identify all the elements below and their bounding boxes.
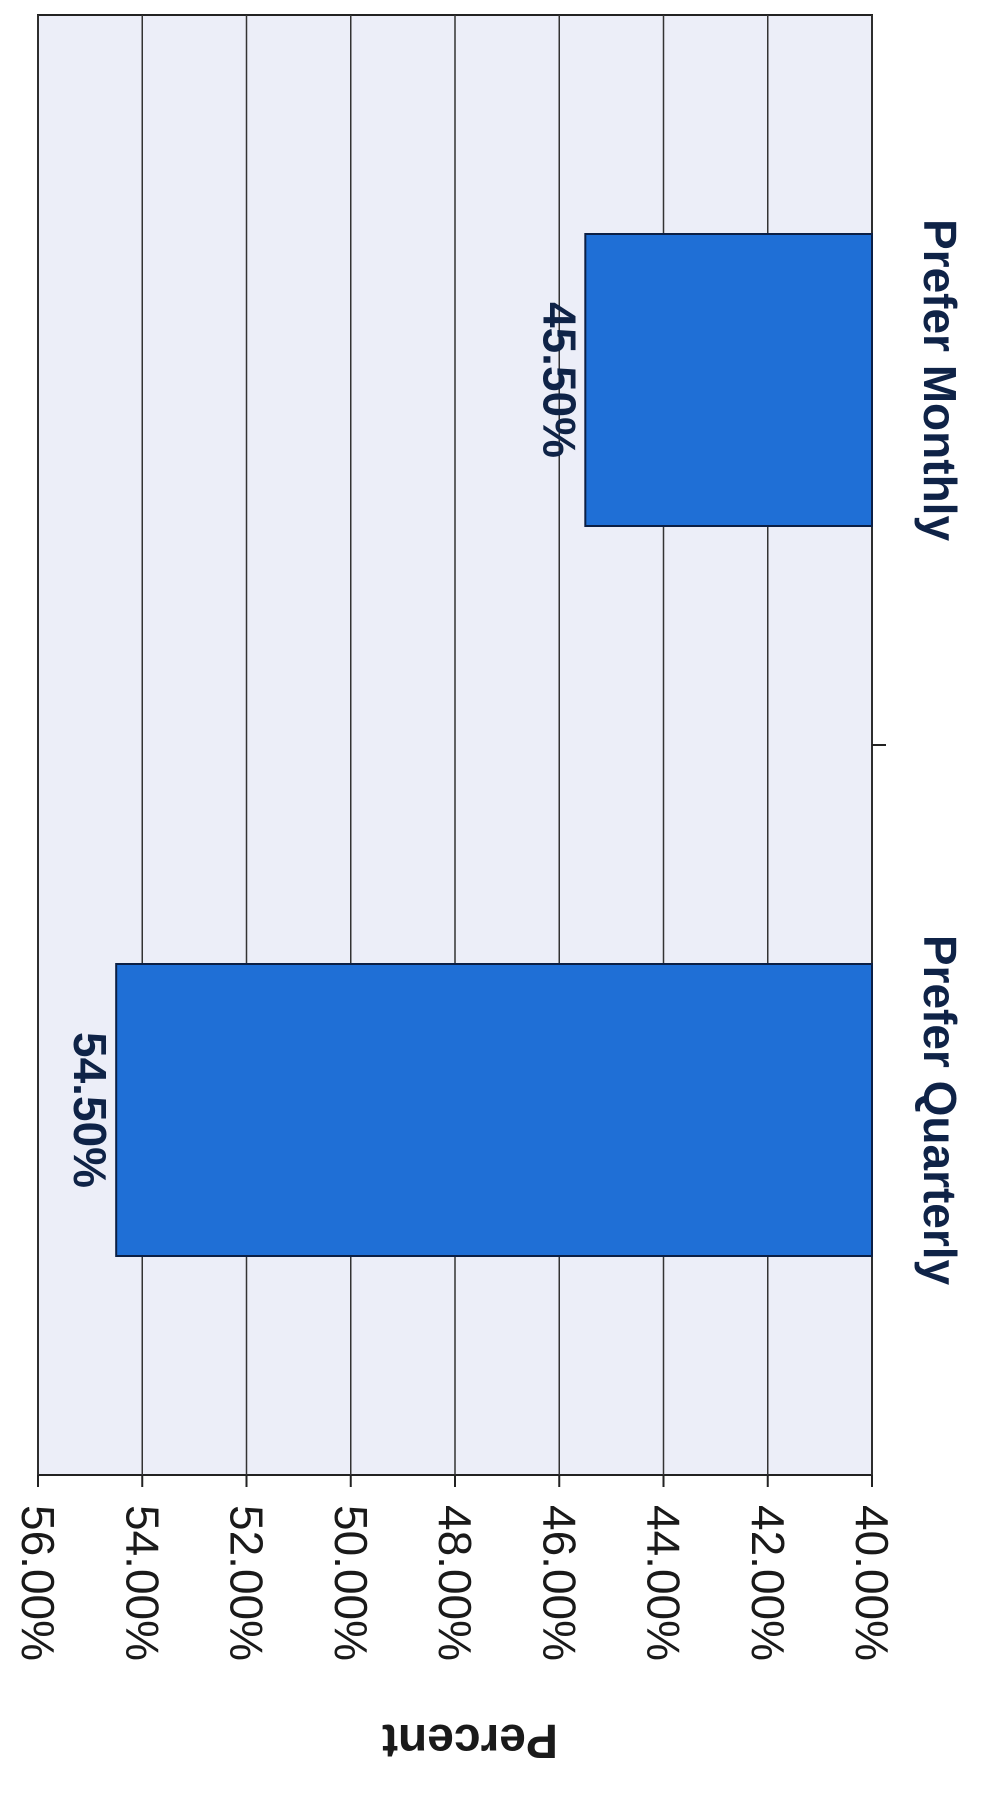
- y-tick-label: 52.00%: [221, 1505, 273, 1661]
- y-axis-label: Percent: [382, 1714, 558, 1767]
- y-tick-label: 40.00%: [846, 1505, 898, 1661]
- y-tick-label: 56.00%: [12, 1505, 64, 1661]
- bars: 54.50% 45.50%: [64, 233, 873, 1257]
- category-label: Prefer Quarterly: [914, 935, 966, 1286]
- y-tick-label: 44.00%: [638, 1505, 690, 1661]
- y-tick-label: 46.00%: [533, 1505, 585, 1661]
- bar-value-label: 45.50%: [533, 302, 585, 458]
- y-tick-label: 54.00%: [116, 1505, 168, 1661]
- bar: [584, 233, 873, 527]
- y-axis-ticks: 40.00% 42.00% 44.00% 46.00% 48.00% 50.00% 52.0…: [12, 1475, 898, 1661]
- bar-value-label: 54.50%: [64, 1032, 116, 1188]
- y-tick-label: 50.00%: [325, 1505, 377, 1661]
- y-tick-label: 48.00%: [429, 1505, 481, 1661]
- y-tick-label: 42.00%: [742, 1505, 794, 1661]
- category-label: Prefer Monthly: [914, 219, 966, 541]
- bar: [115, 963, 873, 1257]
- x-axis-categories: Prefer Quarterly Prefer Monthly: [872, 219, 966, 1286]
